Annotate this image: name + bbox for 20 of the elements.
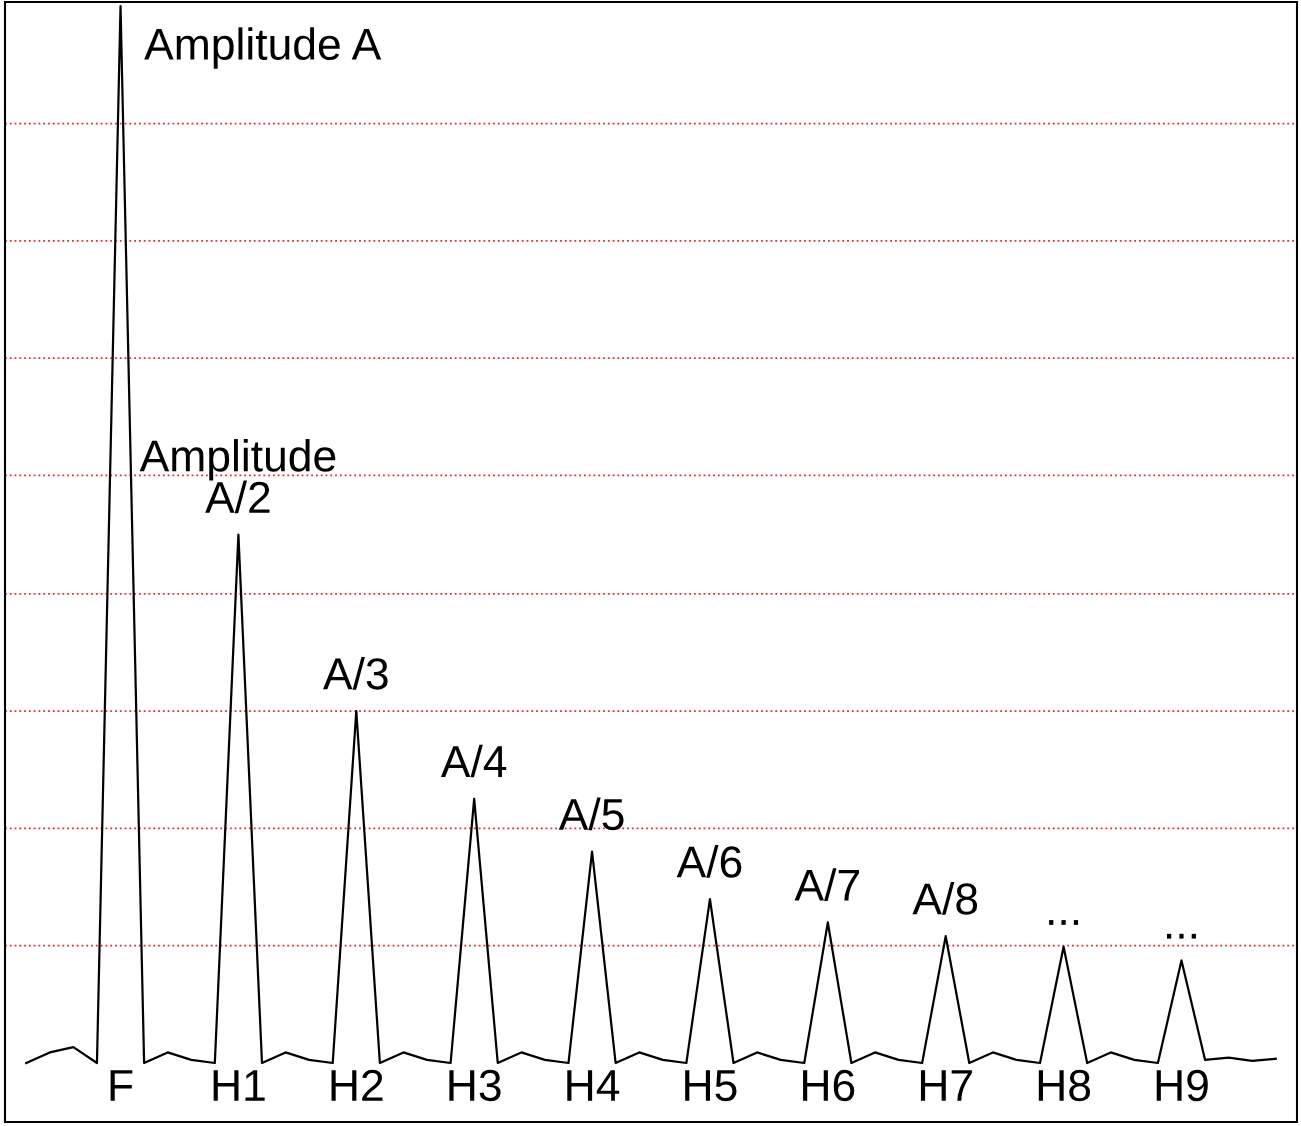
x-tick-label: H8 (1038, 1069, 1091, 1102)
annotation: A/4 (440, 744, 507, 778)
x-tick-label: H5 (685, 1070, 737, 1102)
x-tick-label: H6 (803, 1069, 855, 1102)
annotation: ... (1167, 933, 1196, 939)
x-tick-label: H4 (567, 1070, 620, 1101)
x-tick-label: H2 (331, 1069, 383, 1101)
annotation: A/8 (912, 882, 978, 915)
x-tick-label: H3 (449, 1069, 501, 1102)
annotation: Amplitude A (144, 27, 382, 69)
x-tick-label: F (110, 1070, 133, 1101)
annotation: A/7 (794, 868, 859, 901)
x-tick-label: H9 (1156, 1069, 1208, 1102)
x-tick-label: H7 (920, 1070, 972, 1101)
annotation: ... (1049, 920, 1079, 925)
x-tick-label: H1 (213, 1070, 265, 1101)
annotation: Amplitude A/2 (139, 439, 336, 514)
annotation: A/6 (676, 845, 742, 878)
annotation: A/5 (558, 797, 624, 831)
annotation: A/3 (323, 656, 388, 690)
